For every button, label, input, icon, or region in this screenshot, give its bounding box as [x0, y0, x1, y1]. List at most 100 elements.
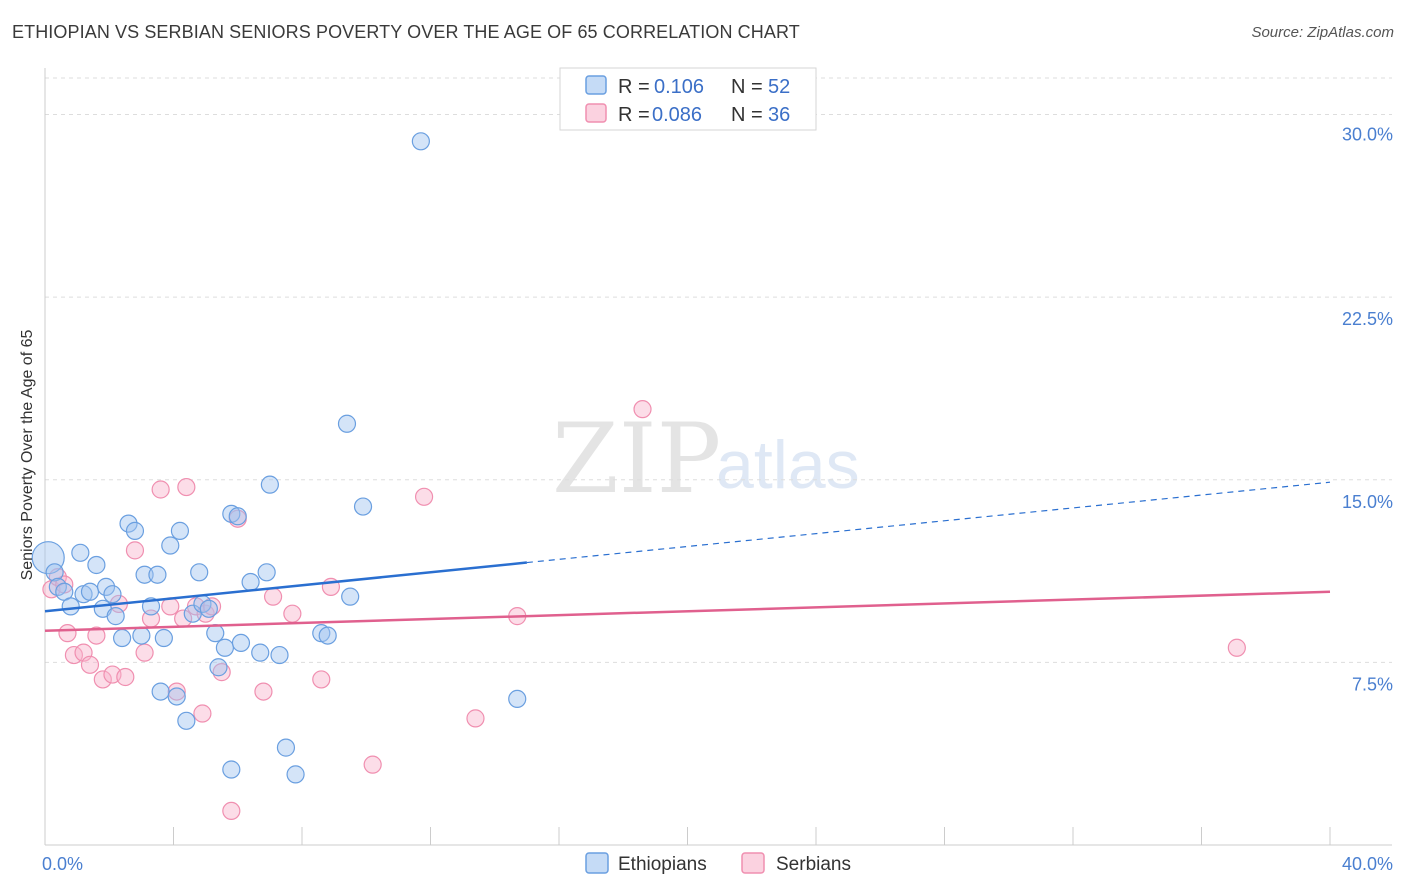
serbians-point [363, 755, 382, 774]
ethiopians-point [71, 543, 90, 562]
y-tick-label: 7.5% [1352, 674, 1393, 694]
serbians-point [312, 670, 331, 689]
ethiopians-point [161, 536, 180, 555]
serbians-point [87, 626, 106, 645]
ethiopians-point [206, 624, 225, 643]
y-tick-label: 22.5% [1342, 309, 1393, 329]
serbians-point [80, 655, 100, 674]
ethiopians-point [341, 587, 360, 606]
ethiopians-trend-line [44, 561, 528, 613]
serbians-point [633, 400, 652, 419]
ethiopians-point [167, 687, 186, 706]
legend-r-label-serbians: R = [618, 104, 650, 126]
ethiopians-point [241, 572, 260, 592]
chart-title: ETHIOPIAN VS SERBIAN SENIORS POVERTY OVE… [12, 22, 800, 42]
legend-swatch-ethiopians [585, 75, 607, 95]
legend-n-label-serbians: N = [731, 104, 763, 126]
ethiopians-point [170, 521, 190, 540]
ethiopians-point [148, 565, 167, 584]
ethiopians-point [257, 563, 276, 582]
legend-r-ethiopians: 0.106 [654, 76, 704, 98]
bottom-legend-ethiopians: Ethiopians [618, 854, 707, 875]
watermark-atlas: atlas [716, 427, 860, 503]
serbians-point [125, 541, 145, 560]
ethiopians-points [31, 132, 527, 784]
x-tick-label-min: 0.0% [42, 854, 83, 874]
legend-r-serbians: 0.086 [652, 104, 702, 126]
ethiopians-point [270, 645, 289, 665]
ethiopians-point [125, 521, 145, 540]
serbians-point [263, 587, 283, 606]
source-label: Source: ZipAtlas.com [1251, 24, 1394, 41]
ethiopians-point [119, 514, 138, 533]
ethiopians-point [177, 711, 196, 730]
watermark-zip: ZIP [552, 403, 721, 515]
ethiopians-point [286, 765, 305, 784]
legend-n-ethiopians: 52 [768, 76, 790, 98]
serbians-point [1227, 638, 1246, 657]
serbians-point [196, 604, 215, 623]
ethiopians-point [337, 414, 357, 433]
ethiopians-point [260, 475, 279, 494]
serbians-point [254, 682, 273, 701]
serbians-point [58, 624, 77, 643]
legend-swatch-serbians [585, 103, 607, 123]
serbians-point [135, 643, 154, 662]
bottom-swatch-ethiopians [585, 852, 609, 874]
ethiopians-point [231, 633, 251, 653]
x-tick-label-max: 40.0% [1342, 854, 1393, 874]
bottom-legend: Ethiopians Serbians [585, 852, 851, 875]
serbians-point [212, 663, 231, 682]
ethiopians-point [508, 689, 527, 709]
ethiopians-point [190, 563, 209, 582]
serbians-point [177, 477, 196, 497]
ethiopians-point [353, 497, 373, 516]
bottom-swatch-serbians [741, 852, 765, 874]
ethiopians-point [31, 541, 65, 575]
bottom-legend-serbians: Serbians [776, 854, 851, 875]
ethiopians-point [215, 638, 234, 657]
ethiopians-point [45, 563, 64, 582]
ethiopians-point [251, 643, 270, 662]
axes: 7.5% 15.0% 22.5% 30.0% 0.0% 40.0% [42, 68, 1393, 874]
ethiopians-point [228, 507, 247, 526]
serbians-point [283, 604, 302, 623]
legend-n-serbians: 36 [768, 104, 790, 126]
serbians-point [167, 682, 186, 701]
ethiopians-point [87, 555, 106, 575]
serbians-point [414, 487, 434, 506]
top-legend: R = 0.106 N = 52 R = 0.086 N = 36 [559, 67, 817, 131]
serbians-points [42, 400, 1246, 821]
ethiopians-point [106, 607, 125, 626]
y-tick-label: 15.0% [1342, 492, 1393, 512]
ethiopians-point [96, 577, 116, 596]
serbians-point [151, 480, 170, 499]
ethiopians-point [209, 658, 228, 677]
ethiopians-point [80, 582, 100, 601]
legend-r-label-ethiopians: R = [618, 76, 650, 98]
ethiopians-point [132, 626, 151, 645]
ethiopians-point [151, 682, 170, 701]
ethiopians-point [318, 626, 337, 645]
ethiopians-point [222, 760, 241, 779]
ethiopians-trend-extension [526, 481, 1331, 564]
ethiopians-point [61, 597, 80, 616]
serbians-point [466, 709, 485, 728]
serbians-point [93, 670, 112, 689]
ethiopians-point [135, 565, 154, 584]
legend-n-label-ethiopians: N = [731, 76, 763, 98]
serbians-point [193, 704, 212, 723]
serbians-point [222, 801, 241, 821]
trend-lines [44, 481, 1331, 632]
ethiopians-point [103, 585, 122, 604]
ethiopians-point [154, 628, 173, 648]
ethiopians-point [276, 738, 296, 757]
y-tick-label: 30.0% [1342, 125, 1393, 145]
serbians-point [116, 667, 135, 687]
serbians-trend-line [44, 590, 1331, 632]
ethiopians-point [411, 132, 430, 151]
ethiopians-point [199, 599, 218, 618]
y-axis-label: Seniors Poverty Over the Age of 65 [19, 330, 36, 581]
ethiopians-point [112, 628, 132, 648]
